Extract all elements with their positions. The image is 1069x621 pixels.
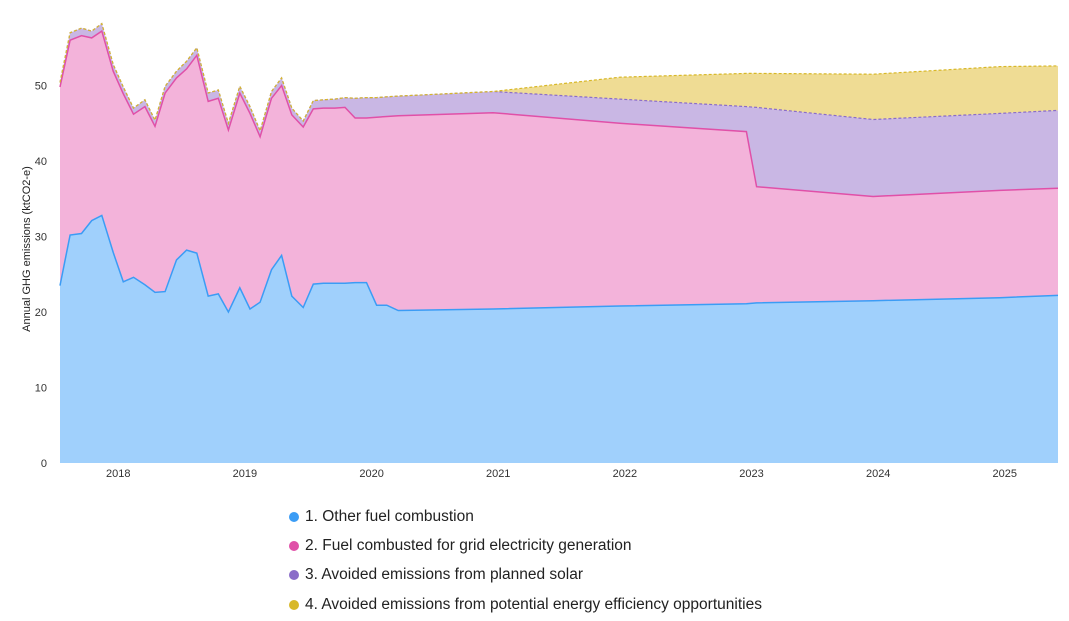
x-tick-label: 2019 <box>233 468 257 480</box>
legend-marker <box>289 599 299 610</box>
series-area-1 <box>60 215 1058 463</box>
x-tick-label: 2023 <box>739 468 763 480</box>
legend-marker <box>289 570 299 581</box>
x-tick-label: 2020 <box>359 468 383 480</box>
legend: 1. Other fuel combustion 2. Fuel combuste… <box>289 502 762 619</box>
series-area-2 <box>60 31 1058 312</box>
legend-item[interactable]: 4. Avoided emissions from potential ener… <box>289 590 762 619</box>
legend-marker <box>289 511 299 522</box>
x-tick-label: 2025 <box>993 468 1017 480</box>
legend-item[interactable]: 2. Fuel combusted for grid electricity g… <box>289 531 762 560</box>
x-tick-label: 2021 <box>486 468 510 480</box>
series-line-4 <box>59 22 1059 133</box>
x-axis: 2018 2019 2020 2021 2022 2023 2024 2025 <box>106 468 1017 480</box>
series-line-2 <box>59 29 1059 198</box>
series-lines <box>59 22 1059 314</box>
legend-item[interactable]: 1. Other fuel combustion <box>289 502 762 531</box>
legend-label: 1. Other fuel combustion <box>305 507 474 525</box>
y-tick-label: 10 <box>35 383 47 395</box>
y-axis-title: Annual GHG emissions (ktCO2-e) <box>21 166 33 332</box>
y-tick-label: 50 <box>35 81 47 93</box>
legend-label: 4. Avoided emissions from potential ener… <box>305 595 762 613</box>
y-tick-label: 40 <box>35 156 47 168</box>
legend-label: 2. Fuel combusted for grid electricity g… <box>305 536 632 554</box>
y-tick-label: 0 <box>41 458 47 470</box>
legend-label: 3. Avoided emissions from planned solar <box>305 566 584 584</box>
y-tick-label: 20 <box>35 307 47 319</box>
x-tick-label: 2022 <box>613 468 637 480</box>
y-tick-label: 30 <box>35 232 47 244</box>
legend-item[interactable]: 3. Avoided emissions from planned solar <box>289 561 762 590</box>
y-axis: 0 10 20 30 40 50 <box>35 81 47 471</box>
series-line-1 <box>59 214 1059 314</box>
series-areas <box>60 23 1058 463</box>
series-area-3 <box>60 23 1058 197</box>
x-tick-label: 2024 <box>866 468 890 480</box>
legend-marker <box>289 540 299 551</box>
x-tick-label: 2018 <box>106 468 130 480</box>
series-area-4 <box>60 23 1058 131</box>
